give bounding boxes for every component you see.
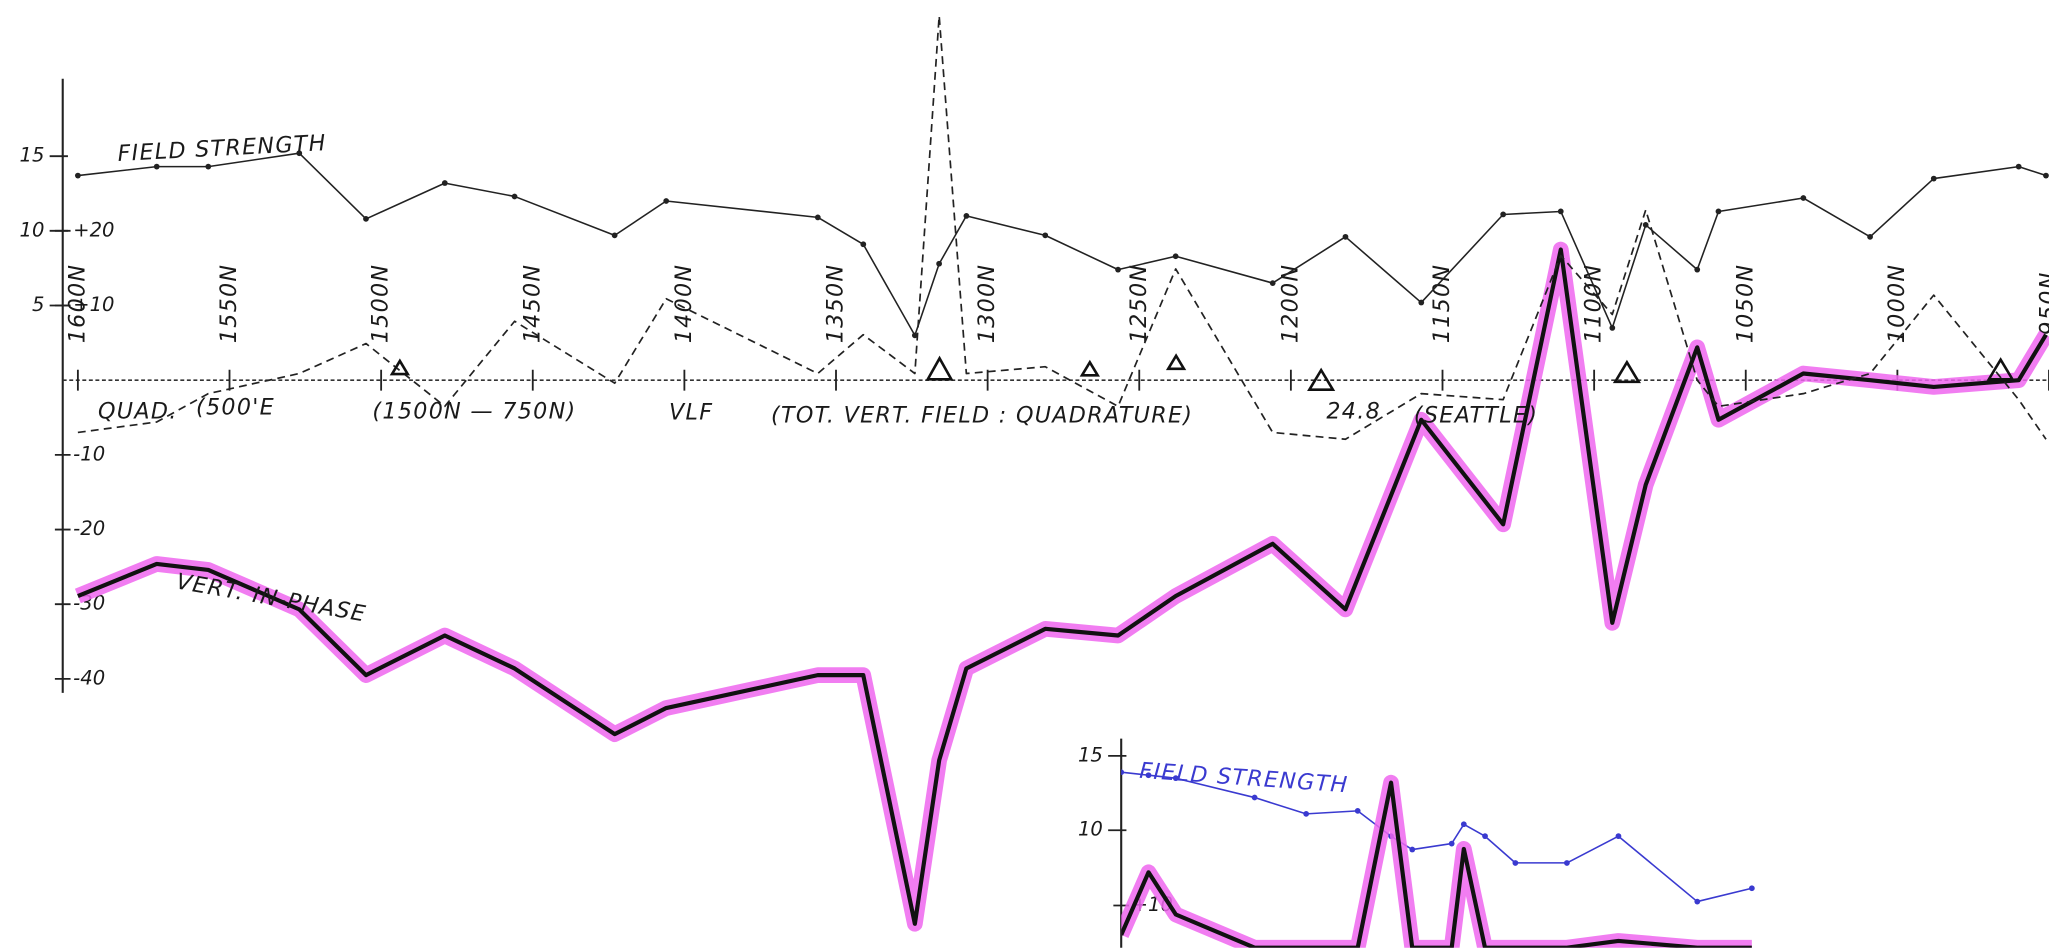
data-point (936, 261, 942, 267)
x-tick-label: 1200N (1277, 264, 1303, 344)
data-point (1749, 885, 1755, 891)
data-point (1716, 209, 1722, 215)
data-point (2016, 164, 2022, 170)
annotation: VLF (669, 400, 713, 426)
data-point (1800, 195, 1806, 201)
x-tick-label: 1600N (64, 264, 90, 344)
data-point (1867, 234, 1873, 240)
data-point (1173, 253, 1179, 259)
data-point (442, 180, 448, 186)
data-point (1564, 860, 1570, 866)
data-point (1409, 847, 1415, 853)
data-point (663, 198, 669, 204)
data-point (1558, 209, 1564, 215)
x-tick-label: 1500N (368, 264, 394, 344)
data-point (815, 215, 821, 221)
data-point (1115, 267, 1121, 273)
annotation: (SEATTLE) (1414, 402, 1538, 428)
x-tick-label: 1550N (216, 264, 242, 344)
x-tick-label: 1400N (671, 264, 697, 344)
data-point (1449, 841, 1455, 847)
data-point (75, 173, 81, 179)
annotation: (TOT. VERT. FIELD : QUADRATURE) (771, 402, 1193, 428)
y2-tick-label: -10 (73, 442, 105, 465)
data-point (612, 232, 618, 238)
x-tick-label: 950N (2036, 271, 2049, 335)
x-tick-label: 1000N (1884, 264, 1910, 344)
y-tick-label: 15 (1078, 743, 1103, 766)
data-point (2043, 173, 2049, 179)
x-tick-label: 1250N (1126, 264, 1152, 344)
data-point (1609, 325, 1615, 331)
data-point (1482, 833, 1488, 839)
data-point (964, 213, 970, 219)
data-point (1252, 795, 1258, 801)
annotation: (1500N — 750N) (372, 398, 576, 424)
annotation: 24.8 (1326, 398, 1381, 424)
annotation: QUAD. (98, 398, 178, 424)
data-point (860, 241, 866, 247)
data-point (1355, 808, 1361, 814)
chart: 51015+20+10-10-20-30-401600N1550N1500N14… (0, 0, 2049, 948)
data-point (1303, 811, 1309, 817)
data-point (1694, 899, 1700, 905)
y2-tick-label: -40 (73, 666, 105, 689)
data-point (1643, 222, 1649, 228)
data-point (1042, 232, 1048, 238)
x-tick-label: 1050N (1732, 264, 1758, 344)
data-point (1461, 821, 1467, 827)
data-point (1694, 267, 1700, 273)
data-point (205, 164, 211, 170)
data-point (1343, 234, 1349, 240)
data-point (1500, 212, 1506, 218)
data-point (1512, 860, 1518, 866)
x-tick-label: 1150N (1429, 264, 1455, 344)
data-point (512, 194, 518, 200)
y-tick-label: 10 (19, 218, 44, 241)
data-point (1616, 833, 1622, 839)
data-point (1931, 176, 1937, 182)
y-tick-label: 5 (32, 293, 44, 316)
y-tick-label: 15 (19, 144, 44, 167)
data-point (1418, 300, 1424, 306)
annotation: (500'E (196, 395, 275, 421)
x-tick-label: 1350N (823, 264, 849, 344)
data-point (363, 216, 369, 222)
y2-tick-label: +20 (73, 218, 114, 241)
y-tick-label: 10 (1078, 818, 1103, 841)
y2-tick-label: -20 (73, 517, 105, 540)
x-tick-label: 1300N (974, 264, 1000, 344)
page: {"chart_data": [ {"type": "line", "x": [… (0, 0, 2049, 948)
data-point (1270, 280, 1276, 286)
